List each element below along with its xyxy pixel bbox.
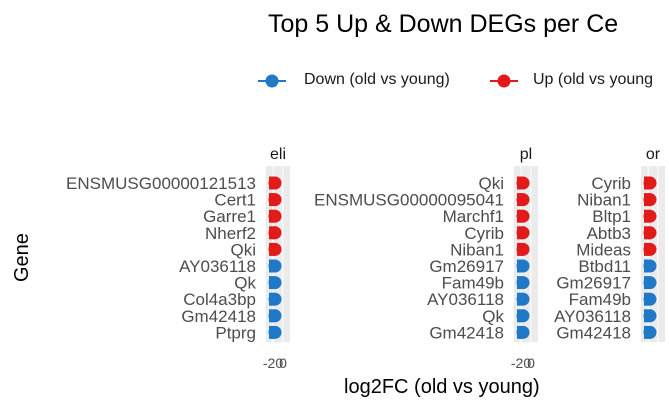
y-tick-label: Gm26917	[556, 274, 631, 293]
point	[516, 276, 530, 290]
x-tick-label: 0	[279, 355, 287, 371]
y-tick-label: Gm42418	[556, 323, 631, 342]
point	[268, 226, 282, 240]
point	[516, 176, 530, 190]
point	[268, 193, 282, 207]
point	[643, 259, 657, 273]
point	[268, 242, 282, 256]
y-tick-label: Cyrib	[591, 174, 631, 193]
point	[643, 209, 657, 223]
point	[516, 259, 530, 273]
y-tick-label: ENSMUSG00000121513	[66, 174, 256, 193]
y-tick-label: Qk	[482, 307, 504, 326]
point	[516, 226, 530, 240]
legend-label-down: Down (old vs young)	[304, 71, 450, 88]
point	[268, 325, 282, 339]
y-tick-label: Niban1	[577, 191, 631, 210]
point	[643, 193, 657, 207]
y-tick-label: Nherf2	[205, 224, 256, 243]
point	[643, 176, 657, 190]
point	[268, 276, 282, 290]
point	[268, 259, 282, 273]
y-tick-label: Btbd11	[578, 257, 631, 276]
point	[643, 292, 657, 306]
point	[643, 242, 657, 256]
y-tick-label: Col4a3bp	[183, 290, 256, 309]
y-tick-label: Gm42418	[429, 323, 504, 342]
y-tick-label: Qki	[231, 240, 257, 259]
x-tick-label: -20	[263, 355, 283, 371]
y-tick-label: Mideas	[576, 240, 631, 259]
point	[268, 309, 282, 323]
point	[516, 209, 530, 223]
facet-strip-label: pl	[520, 146, 532, 163]
y-tick-label: AY036118	[427, 290, 504, 309]
point	[516, 292, 530, 306]
legend-key-up	[490, 74, 518, 88]
point	[516, 309, 530, 323]
y-tick-label: Fam49b	[569, 290, 631, 309]
point	[268, 292, 282, 306]
facet-strip-label: or	[646, 146, 661, 163]
y-tick-label: Marchf1	[443, 207, 504, 226]
legend-label-up: Up (old vs young	[533, 71, 654, 88]
y-tick-label: Bltp1	[592, 207, 631, 226]
x-axis-title: log2FC (old vs young)	[344, 376, 540, 398]
y-tick-label: Fam49b	[442, 274, 504, 293]
y-tick-label: Qk	[234, 274, 256, 293]
legend-key-down	[258, 74, 286, 88]
y-tick-label: AY036118	[179, 257, 256, 276]
point	[643, 325, 657, 339]
y-tick-label: ENSMUSG00000095041	[314, 191, 504, 210]
point	[643, 226, 657, 240]
y-tick-label: Garre1	[203, 207, 256, 226]
y-tick-label: Niban1	[450, 240, 504, 259]
point	[516, 193, 530, 207]
y-tick-label: Cyrib	[464, 224, 504, 243]
y-tick-label: Qki	[479, 174, 505, 193]
y-tick-label: Gm42418	[181, 307, 256, 326]
x-tick-label: 0	[527, 355, 535, 371]
point	[643, 309, 657, 323]
y-tick-label: Gm26917	[429, 257, 504, 276]
point	[643, 276, 657, 290]
point	[516, 325, 530, 339]
y-tick-label: AY036118	[554, 307, 631, 326]
chart-title: Top 5 Up & Down DEGs per Ce	[268, 10, 619, 38]
point	[268, 209, 282, 223]
x-tick-label: -20	[511, 355, 531, 371]
y-tick-label: Ptprg	[215, 323, 256, 342]
y-tick-label: Abtb3	[587, 224, 631, 243]
point	[268, 176, 282, 190]
facet-strip-label: eli	[270, 146, 286, 163]
point	[516, 242, 530, 256]
y-tick-label: Cert1	[214, 191, 256, 210]
